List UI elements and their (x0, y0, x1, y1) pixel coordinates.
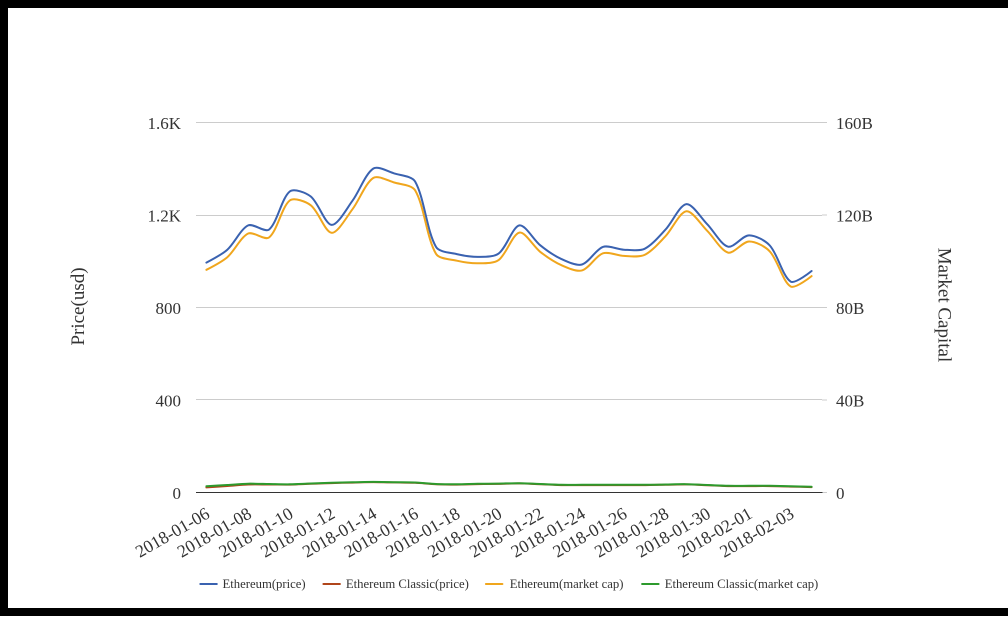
svg-text:800: 800 (156, 299, 182, 318)
svg-text:Ethereum(price): Ethereum(price) (223, 577, 306, 591)
svg-text:1.6K: 1.6K (147, 114, 181, 133)
svg-text:80B: 80B (836, 299, 864, 318)
svg-text:Ethereum Classic(price): Ethereum Classic(price) (346, 577, 469, 591)
svg-text:120B: 120B (836, 206, 873, 225)
svg-text:Price(usd): Price(usd) (68, 267, 89, 345)
svg-text:0: 0 (836, 484, 845, 503)
svg-text:Ethereum Classic(market cap): Ethereum Classic(market cap) (665, 577, 819, 591)
svg-text:Market Capital: Market Capital (934, 248, 955, 363)
svg-text:1.2K: 1.2K (147, 206, 181, 225)
svg-text:Ethereum(market cap): Ethereum(market cap) (510, 577, 624, 591)
svg-text:160B: 160B (836, 114, 873, 133)
svg-text:400: 400 (156, 391, 182, 410)
svg-text:40B: 40B (836, 391, 864, 410)
svg-text:0: 0 (173, 484, 182, 503)
